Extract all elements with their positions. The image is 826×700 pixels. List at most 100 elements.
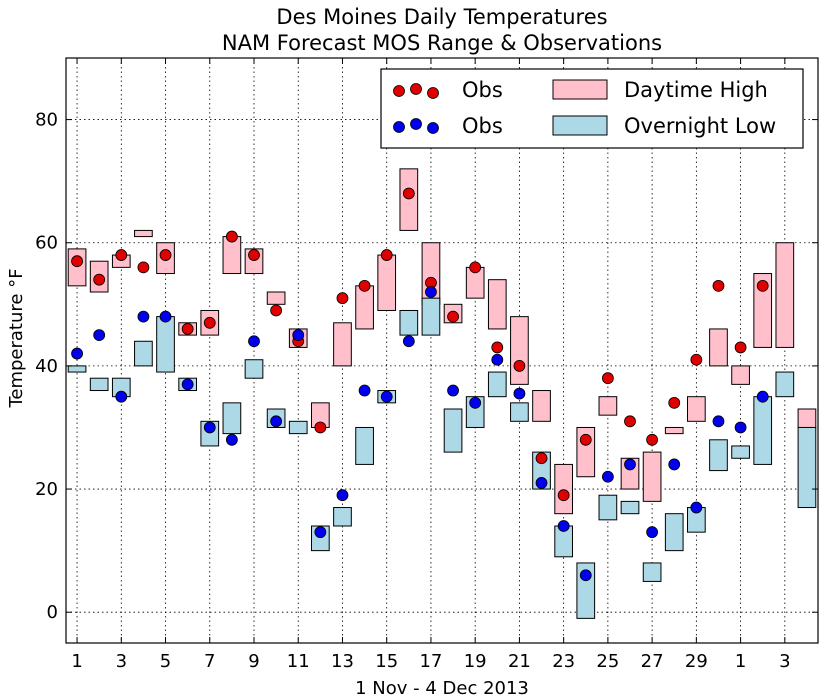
low-obs-point bbox=[115, 390, 128, 403]
legend-high-obs-marker bbox=[393, 85, 405, 97]
legend-low-obs-marker bbox=[410, 118, 422, 130]
low-obs-point bbox=[734, 421, 747, 434]
x-tick-label: 7 bbox=[204, 651, 215, 672]
low-obs-point bbox=[513, 387, 526, 400]
high-obs-point bbox=[248, 249, 260, 261]
high-obs-point bbox=[270, 304, 283, 317]
high-range-box bbox=[355, 285, 374, 330]
high-obs-point bbox=[336, 292, 349, 305]
high-obs-point bbox=[159, 249, 172, 261]
chart-title: Des Moines Daily Temperatures bbox=[276, 5, 607, 29]
low-range-box bbox=[443, 408, 463, 453]
y-tick-label: 0 bbox=[47, 602, 58, 623]
legend-label-high-obs: Obs bbox=[462, 78, 503, 102]
high-obs-point bbox=[71, 255, 83, 268]
high-obs-point bbox=[756, 279, 769, 292]
legend-label-overnight-low: Overnight Low bbox=[624, 114, 776, 138]
low-obs-point bbox=[668, 458, 681, 471]
high-range-box bbox=[664, 426, 684, 435]
high-range-box bbox=[598, 396, 618, 416]
low-obs-point bbox=[402, 335, 415, 348]
legend-low-obs-marker bbox=[427, 122, 439, 134]
low-range-box bbox=[355, 426, 374, 465]
high-range-box bbox=[487, 279, 507, 330]
x-tick-label: 27 bbox=[641, 651, 664, 672]
low-obs-point bbox=[358, 384, 371, 397]
low-range-box bbox=[399, 309, 419, 336]
high-obs-point bbox=[447, 310, 459, 323]
high-obs-point bbox=[491, 341, 504, 354]
low-range-box bbox=[731, 445, 750, 459]
low-obs-point bbox=[225, 433, 238, 446]
low-range-box bbox=[642, 562, 662, 582]
high-range-box bbox=[753, 273, 773, 348]
high-obs-point bbox=[579, 433, 592, 446]
low-range-box bbox=[134, 340, 153, 367]
high-range-box bbox=[134, 229, 153, 238]
legend-daytime-high-swatch bbox=[552, 79, 608, 100]
high-obs-point bbox=[358, 279, 371, 292]
low-obs-point bbox=[756, 390, 769, 403]
low-range-box bbox=[244, 359, 264, 379]
low-range-box bbox=[753, 396, 773, 465]
high-range-box bbox=[709, 328, 728, 367]
high-obs-point bbox=[93, 273, 106, 286]
low-obs-point bbox=[137, 310, 150, 323]
low-obs-point bbox=[491, 353, 504, 366]
low-obs-point bbox=[646, 526, 659, 539]
high-obs-point bbox=[203, 316, 216, 329]
low-obs-point bbox=[380, 390, 393, 403]
low-range-box bbox=[797, 426, 817, 509]
high-range-box bbox=[642, 451, 662, 502]
high-range-box bbox=[687, 396, 706, 422]
low-range-box bbox=[598, 494, 618, 521]
x-tick-label: 1 bbox=[71, 651, 82, 672]
low-range-box bbox=[664, 513, 684, 552]
plot-frame bbox=[65, 57, 819, 644]
x-tick-label: 25 bbox=[596, 651, 619, 672]
x-tick-label: 17 bbox=[419, 651, 442, 672]
x-tick-label: 13 bbox=[331, 651, 354, 672]
low-range-box bbox=[620, 500, 640, 515]
high-obs-point bbox=[734, 341, 747, 354]
low-obs-point bbox=[447, 384, 459, 397]
x-tick-label: 15 bbox=[375, 651, 398, 672]
low-obs-point bbox=[425, 286, 437, 298]
x-axis-label: 1 Nov - 4 Dec 2013 bbox=[355, 678, 529, 699]
low-obs-point bbox=[159, 310, 172, 323]
observation-markers bbox=[71, 187, 769, 582]
legend-low-obs-marker bbox=[393, 121, 405, 133]
legend-high-obs-marker bbox=[410, 83, 422, 95]
y-tick-label: 40 bbox=[35, 356, 58, 377]
high-obs-point bbox=[380, 249, 393, 261]
low-obs-point bbox=[579, 569, 592, 582]
high-obs-point bbox=[469, 261, 482, 274]
y-tick-label: 20 bbox=[35, 479, 58, 500]
legend: Obs Daytime High Obs Overnight Low bbox=[380, 68, 804, 149]
low-obs-point bbox=[71, 347, 83, 360]
high-obs-point bbox=[690, 353, 703, 366]
low-obs-point bbox=[712, 415, 725, 428]
legend-label-low-obs: Obs bbox=[462, 114, 503, 138]
low-obs-point bbox=[557, 520, 570, 532]
high-range-box bbox=[266, 291, 286, 305]
low-obs-point bbox=[624, 458, 636, 471]
high-range-box bbox=[731, 365, 750, 385]
x-tick-label: 11 bbox=[287, 651, 310, 672]
low-obs-point bbox=[535, 476, 548, 489]
high-obs-point bbox=[181, 323, 194, 335]
low-obs-point bbox=[690, 501, 703, 514]
x-tick-label: 23 bbox=[552, 651, 575, 672]
range-boxes bbox=[67, 168, 817, 619]
y-axis-label: Temperature °F bbox=[6, 268, 27, 408]
y-tick-label: 80 bbox=[35, 110, 58, 131]
legend-high-obs-marker bbox=[427, 87, 439, 99]
x-tick-label: 19 bbox=[464, 651, 487, 672]
x-tick-label: 29 bbox=[685, 651, 708, 672]
low-obs-point bbox=[93, 329, 106, 342]
high-obs-point bbox=[115, 249, 128, 261]
legend-label-daytime-high: Daytime High bbox=[624, 78, 768, 102]
low-obs-point bbox=[314, 526, 327, 539]
